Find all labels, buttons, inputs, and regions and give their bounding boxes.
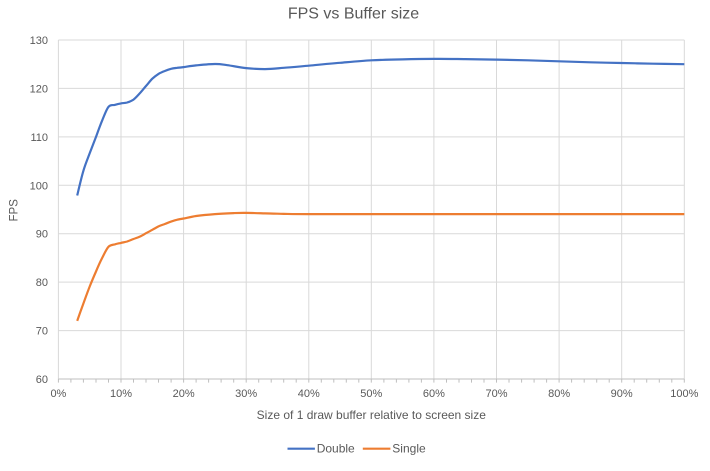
svg-text:0%: 0%: [50, 388, 66, 400]
svg-text:FPS vs Buffer size: FPS vs Buffer size: [288, 6, 419, 23]
svg-text:110: 110: [30, 132, 48, 144]
svg-text:50%: 50%: [360, 388, 382, 400]
svg-text:70%: 70%: [485, 388, 507, 400]
svg-text:100%: 100%: [670, 388, 698, 400]
svg-text:20%: 20%: [173, 388, 195, 400]
svg-text:FPS: FPS: [9, 199, 21, 222]
svg-text:80: 80: [36, 277, 48, 289]
svg-text:Size of 1 draw buffer relative: Size of 1 draw buffer relative to screen…: [257, 408, 487, 422]
svg-text:120: 120: [30, 83, 48, 95]
svg-text:100: 100: [30, 180, 48, 192]
svg-text:Single: Single: [392, 442, 426, 456]
svg-text:80%: 80%: [548, 388, 570, 400]
svg-text:40%: 40%: [298, 388, 320, 400]
svg-text:Double: Double: [317, 442, 355, 456]
svg-text:10%: 10%: [110, 388, 132, 400]
svg-text:60%: 60%: [423, 388, 445, 400]
svg-text:60: 60: [36, 374, 48, 386]
svg-text:90%: 90%: [611, 388, 633, 400]
svg-text:30%: 30%: [235, 388, 257, 400]
svg-text:70: 70: [36, 326, 48, 338]
svg-text:130: 130: [30, 35, 48, 47]
svg-text:90: 90: [36, 229, 48, 241]
